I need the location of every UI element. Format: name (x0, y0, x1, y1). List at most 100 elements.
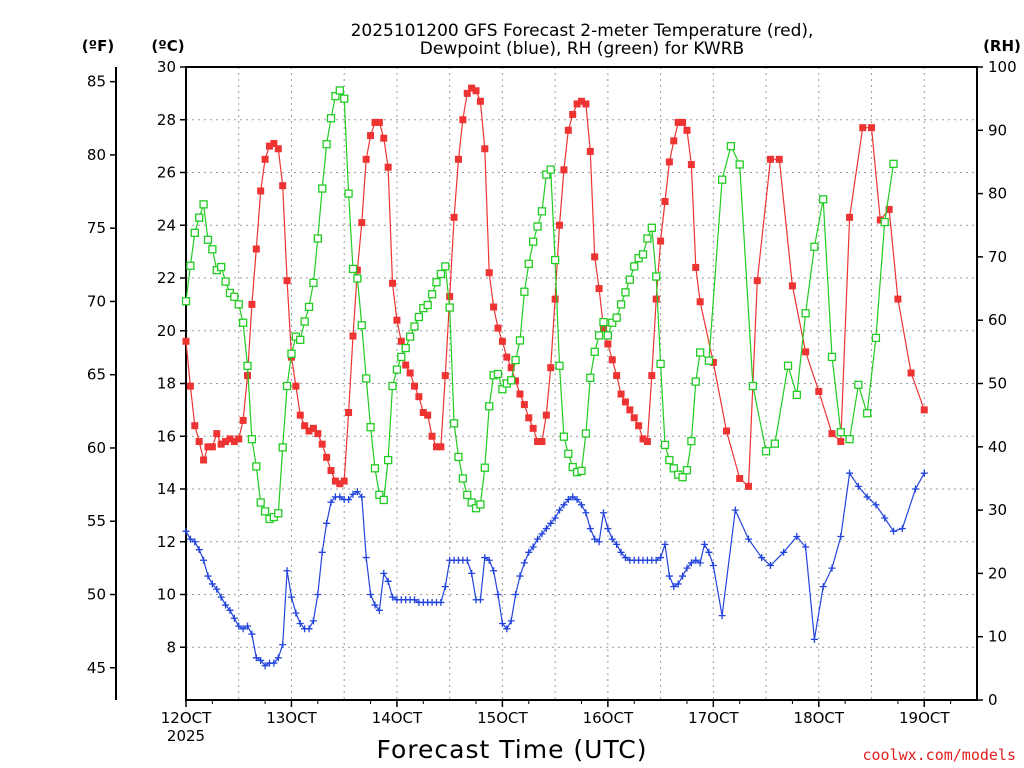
rh-point (810, 242, 819, 251)
dewpoint-point (186, 535, 194, 543)
dewpoint-point (890, 527, 898, 535)
rh-point (375, 490, 384, 500)
temperature-point (630, 414, 638, 422)
temperature-point (868, 124, 876, 132)
dewpoint-point (270, 659, 278, 667)
rh-point (608, 318, 617, 327)
dewpoint-point (204, 572, 212, 580)
rh-point (612, 313, 621, 322)
rh-point (234, 300, 243, 309)
rh-point (546, 165, 555, 174)
temperature-point (371, 118, 379, 126)
credit-link[interactable]: coolwx.com/models (862, 746, 1016, 764)
temperature-point (551, 295, 559, 303)
temperature-point (709, 358, 717, 366)
rh-point (458, 474, 468, 483)
rh-point (186, 261, 195, 270)
temperature-point (885, 205, 893, 213)
dewpoint-point (239, 625, 247, 633)
dewpoint-point (617, 548, 625, 556)
dewpoint-point (468, 569, 476, 577)
rh-point (304, 302, 314, 312)
dewpoint-point (213, 585, 221, 593)
rh-point (687, 436, 696, 446)
dewpoint-point (481, 554, 489, 562)
x-tick-sublabel: 2025 (167, 727, 205, 745)
dewpoint-point (525, 548, 533, 556)
temperature-line (185, 87, 925, 488)
dewpoint-point (296, 620, 304, 628)
rh-point (590, 347, 599, 357)
rh-point (256, 498, 265, 507)
rh-line (185, 89, 895, 520)
temperature-point (692, 263, 700, 271)
fahrenheit-tick-label: 45 (87, 659, 106, 677)
temperature-point (542, 411, 550, 419)
rh-point (318, 184, 327, 193)
temperature-point (441, 372, 449, 380)
temperature-point (301, 422, 309, 430)
celsius-tick-label: 20 (157, 322, 176, 340)
rh-point (449, 419, 459, 428)
rh-point (423, 300, 432, 310)
temperature-point (375, 118, 383, 126)
dewpoint-point (854, 482, 862, 490)
temperature-point (468, 84, 476, 92)
dewpoint-point (709, 561, 717, 569)
dewpoint-point (305, 625, 313, 633)
dewpoint-point (534, 535, 542, 543)
temperature-point (419, 409, 427, 417)
temperature-point (815, 387, 823, 395)
dewpoint-point (705, 548, 713, 556)
x-tick-label: 14OCT (372, 709, 423, 727)
rh-point (783, 361, 793, 370)
temperature-point (459, 116, 467, 124)
temperature-point (657, 237, 665, 245)
celsius-tick-label: 28 (157, 111, 176, 129)
fahrenheit-tick-label: 50 (87, 586, 106, 604)
rh-tick-label: 100 (988, 58, 1017, 76)
fahrenheit-unit-label: (ºF) (82, 37, 114, 55)
rh-point (520, 287, 529, 296)
rh-point (665, 455, 674, 465)
rh-point (230, 292, 239, 301)
rh-tick-label: 20 (988, 564, 1007, 582)
celsius-tick-label: 22 (157, 269, 176, 287)
dewpoint-point (718, 612, 726, 620)
dewpoint-point (810, 635, 818, 643)
x-tick-label: 18OCT (794, 709, 845, 727)
rh-point (278, 443, 287, 452)
x-tick-label: 19OCT (899, 709, 950, 727)
temperature-point (208, 443, 216, 451)
rh-point (533, 222, 542, 231)
rh-point (836, 428, 845, 437)
x-tick-label: 15OCT (477, 709, 528, 727)
temperature-point (494, 324, 502, 332)
rh-point (691, 377, 700, 386)
temperature-point (384, 163, 392, 171)
fahrenheit-tick-label: 80 (87, 146, 106, 164)
dewpoint-point (766, 561, 774, 569)
dewpoint-point (257, 656, 265, 664)
temperature-point (679, 118, 687, 126)
dewpoint-point (665, 572, 673, 580)
temperature-point (309, 424, 317, 432)
rh-point (511, 355, 520, 365)
temperature-point (665, 158, 673, 166)
rh-tick-label: 60 (988, 311, 1007, 329)
rh-point (181, 297, 191, 306)
rh-point (726, 141, 736, 151)
dewpoint-point (898, 525, 906, 533)
rh-point (704, 356, 714, 365)
rh-point (217, 262, 226, 272)
celsius-tick-label: 30 (157, 58, 176, 76)
rh-point (586, 373, 595, 382)
dewpoint-point (384, 577, 392, 585)
dewpoint-series (182, 469, 928, 670)
temperature-point (397, 337, 405, 345)
temperature-point (564, 126, 572, 134)
dewpoint-point (498, 620, 506, 628)
rh-point (603, 331, 613, 340)
temperature-point (393, 316, 401, 324)
temperature-point (389, 279, 397, 287)
